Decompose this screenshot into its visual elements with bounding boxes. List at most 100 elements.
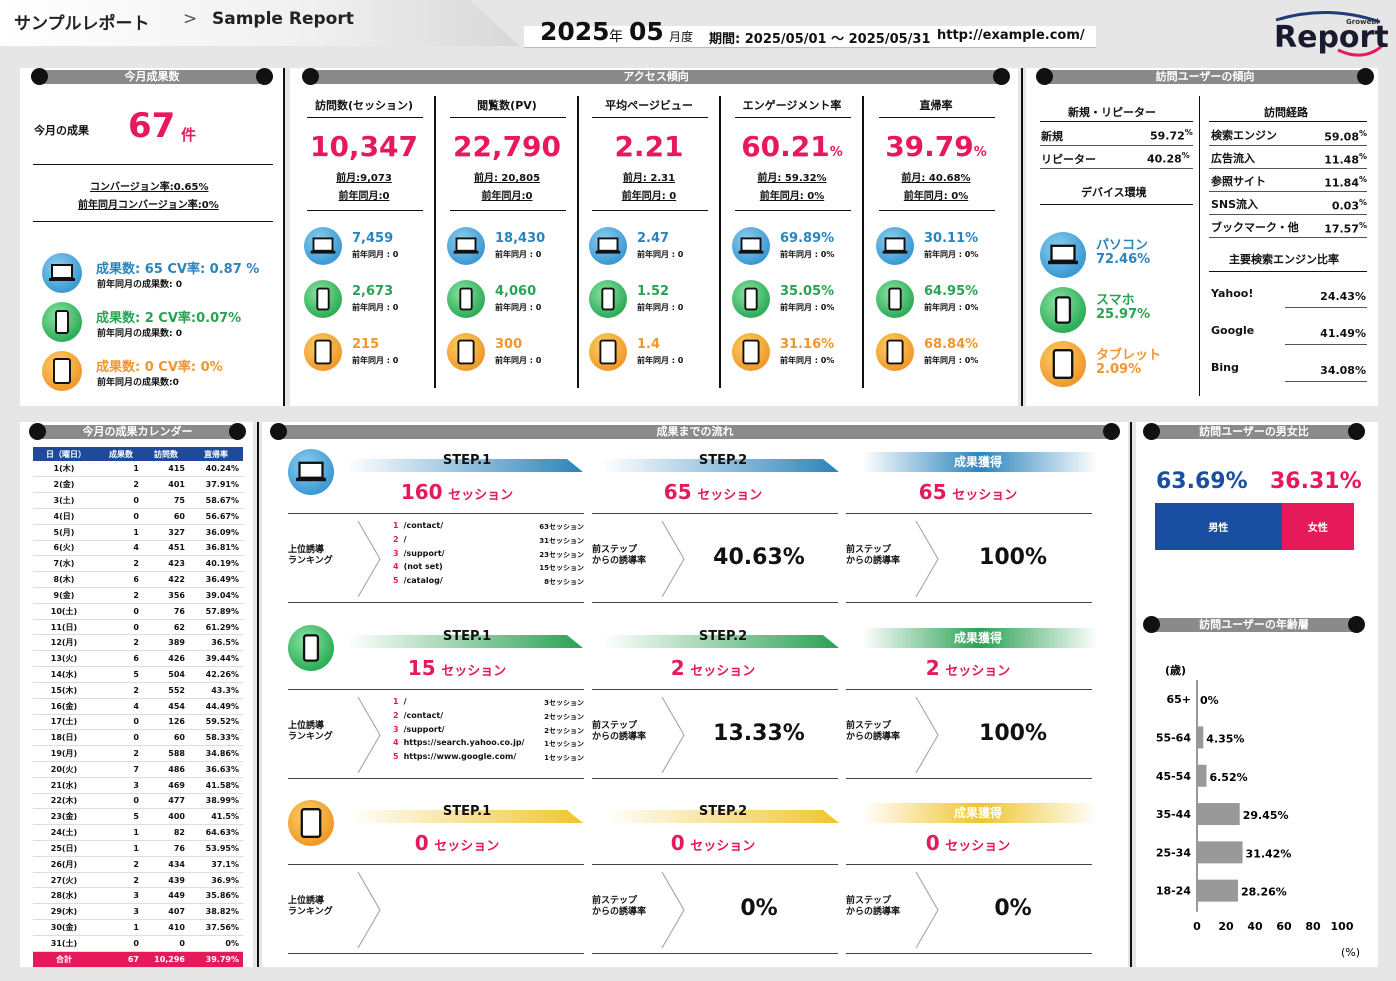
access-col-value: 60.21% <box>731 130 853 163</box>
access-device-prev: 前年同月 : 0% <box>924 356 979 365</box>
age-value-label: 28.26% <box>1241 886 1287 899</box>
logo-brand: Growebl <box>1346 18 1379 26</box>
access-col-prev-year: 前年同月:0 <box>481 191 533 202</box>
access-device-value: 215 <box>352 337 380 352</box>
age-tick-label: 0 <box>1193 920 1201 933</box>
calendar-bounce: 38.99% <box>189 793 243 810</box>
calendar-day: 29(木) <box>33 903 99 921</box>
step-label: 成果獲得 <box>953 631 1002 645</box>
access-col-prev-year: 前年同月: 0 <box>621 191 677 202</box>
divider <box>283 68 285 406</box>
rank-sessions: 1セッション <box>544 754 584 763</box>
engine-value: 34.08% <box>1320 364 1366 377</box>
access-device-value: 2.47 <box>637 231 670 246</box>
calendar-sessions: 426 <box>143 650 189 668</box>
age-axis-label: (歳) <box>1165 663 1186 677</box>
device-tablet-label: タブレット <box>1096 348 1162 363</box>
divider <box>1209 191 1367 192</box>
rank-item: 4 (not set) <box>393 562 443 572</box>
calendar-cv: 2 <box>99 587 143 604</box>
logo: Growebl Report <box>1268 6 1389 60</box>
divider <box>592 513 838 514</box>
rank-sessions: 63セッション <box>539 523 584 531</box>
calendar-row: 4(日) 0 60 56.67% <box>33 508 243 525</box>
access-device-prev: 前年同月 : 0% <box>780 356 835 365</box>
calendar-sessions: 504 <box>143 666 189 683</box>
calendar-row: 15(木) 2 552 43.3% <box>33 682 243 699</box>
calendar-row: 23(金) 5 400 41.5% <box>33 808 243 826</box>
step-sessions: 65 セッション <box>563 480 863 504</box>
step-session-unit: セッション <box>448 488 514 503</box>
access-col-value: 39.79% <box>875 130 997 163</box>
calendar-cv: 0 <box>99 492 143 509</box>
calendar-cv: 1 <box>99 461 143 478</box>
calendar-sessions: 451 <box>143 540 189 557</box>
calendar-cv: 0 <box>99 603 143 620</box>
device-title: デバイス環境 <box>1081 186 1147 199</box>
step-label: 成果獲得 <box>953 806 1002 820</box>
calendar-sessions: 62 <box>143 619 189 636</box>
device-smartphone-value: 25.97% <box>1096 307 1151 322</box>
calendar-row: 3(土) 0 75 58.67% <box>33 492 243 509</box>
divider <box>846 778 1092 779</box>
report-month-unit: 月度 <box>669 30 694 44</box>
pc-icon <box>732 227 770 265</box>
calendar-row: 24(土) 1 82 64.63% <box>33 824 243 841</box>
step-arrow-bar <box>347 810 583 823</box>
site-url[interactable]: http://example.com/ <box>937 28 1085 43</box>
calendar-cv: 2 <box>99 634 143 652</box>
calendar-day: 26(月) <box>33 856 99 873</box>
access-device-value: 64.95% <box>924 284 979 299</box>
conversion-rate: 13.33% <box>713 721 805 746</box>
divider <box>592 864 838 865</box>
calendar-sessions: 389 <box>143 634 189 652</box>
calendar-day: 3(土) <box>33 492 99 509</box>
calendar-day: 1(木) <box>33 461 99 478</box>
calendar-row: 22(木) 0 477 38.99% <box>33 793 243 810</box>
tablet-icon <box>1040 341 1086 387</box>
calendar-cv: 6 <box>99 650 143 668</box>
tablet-icon <box>589 333 627 371</box>
calendar-bounce: 61.29% <box>189 619 243 636</box>
age-bar <box>1197 764 1207 787</box>
calendar-sessions: 76 <box>143 840 189 857</box>
age-category-label: 65+ <box>1166 693 1191 706</box>
access-col-prev-year: 前年同月:0 <box>338 191 390 202</box>
step-sessions: 2 セッション <box>818 656 1118 680</box>
calendar-sessions: 75 <box>143 492 189 509</box>
engine-label: Google <box>1211 324 1255 337</box>
calendar-bounce: 44.49% <box>189 698 243 715</box>
divider <box>1285 381 1367 382</box>
calendar-bounce: 36.9% <box>189 872 243 889</box>
access-device-value: 7,459 <box>352 231 394 246</box>
calendar-day: 17(土) <box>33 714 99 731</box>
chevron-right-icon <box>357 520 381 598</box>
route-value: 11.48% <box>1324 152 1367 167</box>
calendar-bounce: 58.33% <box>189 729 243 747</box>
access-device-prev: 前年同月 : 0 <box>352 356 399 365</box>
divider <box>288 778 584 779</box>
calendar-row: 9(金) 2 356 39.04% <box>33 587 243 604</box>
access-device-value: 4,060 <box>495 284 537 299</box>
chevron-right-icon <box>661 520 685 598</box>
access-col-prev: 前月: 40.68% <box>901 173 971 184</box>
calendar-day: 6(火) <box>33 540 99 557</box>
calendar-row: 21(水) 3 469 41.58% <box>33 777 243 794</box>
rank-sessions: 23セッション <box>539 550 584 559</box>
access-device-value: 30.11% <box>924 231 979 246</box>
route-label: 検索エンジン <box>1211 129 1277 142</box>
calendar-sessions: 423 <box>143 555 189 573</box>
step-session-unit: セッション <box>697 488 763 503</box>
results-heading: 今月成果数 <box>31 68 273 85</box>
conversion-label: 前ステップ からの誘導率 <box>592 545 647 566</box>
access-device-value: 69.89% <box>780 231 835 246</box>
access-device-prev: 前年同月 : 0 <box>637 356 684 365</box>
age-bar-chart: (歳) 65+ 0% 55-64 4.35% 45-54 6.52% 35-44 29.45% 2… <box>1156 663 1360 959</box>
access-device-value: 35.05% <box>780 284 835 299</box>
step-label: STEP.2 <box>698 453 748 468</box>
smartphone-icon <box>288 625 334 671</box>
gender-heading: 訪問ユーザーの男女比 <box>1143 423 1365 440</box>
results-unit: 件 <box>181 126 197 144</box>
calendar-row: 30(金) 1 410 37.56% <box>33 919 243 936</box>
divider <box>1209 121 1367 122</box>
